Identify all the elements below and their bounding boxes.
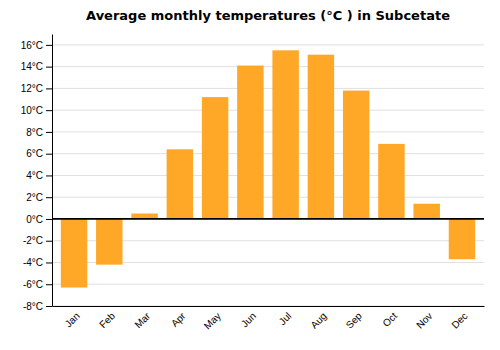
y-tick-mark [46,110,52,111]
x-tick-label: Oct [380,310,399,329]
x-tick-label: May [202,310,223,331]
x-tick-label: Jul [277,310,294,327]
y-tick: 16°C [21,40,52,51]
y-tick: 8°C [26,127,52,138]
grid-line [52,175,484,176]
x-axis: Jan Feb Mar Apr May Jun Jul Aug Sep Oct Nov Dec [53,306,485,331]
y-tick-mark [46,154,52,155]
bar [96,219,122,265]
bar [449,219,475,259]
y-tick-label: -2°C [23,235,43,246]
x-tick-label: Dec [449,310,469,330]
grid-line [52,153,484,154]
x-tick-label: Feb [97,310,117,330]
x-tick: Jun [239,306,258,329]
grid-line [52,131,484,132]
y-tick: -6°C [23,279,52,290]
y-tick-label: 16°C [21,40,43,51]
bar [61,219,87,288]
y-tick-label: 2°C [26,192,43,203]
y-tick: 10°C [21,105,52,116]
y-tick-mark [46,219,52,220]
y-tick: 4°C [26,170,52,181]
y-tick: -8°C [23,301,52,312]
y-tick: 6°C [26,148,52,159]
bar [167,149,193,219]
x-tick: Dec [449,306,469,331]
bar [237,66,263,219]
y-tick-label: 0°C [26,214,43,225]
y-axis-line [52,35,53,307]
y-tick-label: -4°C [23,257,43,268]
y-tick-mark [46,132,52,133]
y-tick-label: 8°C [26,127,43,138]
x-tick: Nov [414,306,434,331]
y-tick-mark [46,88,52,89]
bars [52,50,484,287]
grid-line [52,110,484,111]
x-tick-label: Apr [169,310,188,329]
bar [202,97,228,219]
x-tick: May [202,306,223,331]
y-tick-label: 10°C [21,105,43,116]
title: Average monthly temperatures (°C ) in Su… [86,8,450,23]
x-tick-label: Jan [63,310,82,329]
x-axis-line [53,306,485,307]
grid-line [52,66,484,67]
bar [413,204,439,219]
y-tick-mark [46,175,52,176]
bar [272,50,298,219]
x-tick: Sep [344,306,365,331]
y-tick-label: 6°C [26,148,43,159]
zero-line [52,218,484,220]
y-tick-mark [46,45,52,46]
x-tick: Jan [63,306,82,329]
x-tick-label: Mar [132,310,152,330]
y-tick-mark [46,197,52,198]
x-tick-label: Sep [344,310,365,331]
y-tick-label: 4°C [26,170,43,181]
grid-line [52,218,484,219]
y-tick-mark [46,241,52,242]
x-tick: Apr [169,306,188,329]
bar [343,91,369,219]
x-tick: Oct [380,306,399,329]
y-tick-mark [46,306,52,307]
grid-line [52,44,484,45]
grid-line [52,88,484,89]
y-tick-mark [46,284,52,285]
bar [308,55,334,219]
y-tick: 0°C [26,214,52,225]
x-tick-label: Aug [308,310,328,330]
bar [378,144,404,219]
y-tick: 14°C [21,61,52,72]
x-tick-label: Nov [414,310,434,330]
chart: -8°C -6°C -4°C -2°C 0°C 2°C 4°C 6°C 8°C 10°C 12°C 1… [0,0,500,350]
y-tick: -4°C [23,257,52,268]
y-tick-mark [46,262,52,263]
grid-line [52,284,484,285]
y-tick-label: 12°C [21,83,43,94]
y-tick-label: -8°C [23,301,43,312]
y-axis: -8°C -6°C -4°C -2°C 0°C 2°C 4°C 6°C 8°C 10°C 12°C 1… [21,35,53,312]
y-tick-label: -6°C [23,279,43,290]
x-tick: Mar [132,306,152,330]
x-tick: Feb [97,306,117,330]
y-tick: 12°C [21,83,52,94]
y-tick-mark [46,67,52,68]
grid-line [52,306,484,307]
y-tick-label: 14°C [21,61,43,72]
grid-line [52,197,484,198]
x-tick: Aug [308,306,328,331]
grid [52,45,484,306]
y-tick: 2°C [26,192,52,203]
plot: -8°C -6°C -4°C -2°C 0°C 2°C 4°C 6°C 8°C 10°C 12°C 1… [21,35,485,332]
x-tick-label: Jun [239,310,258,329]
y-tick: -2°C [23,235,52,246]
x-tick: Jul [277,306,294,327]
